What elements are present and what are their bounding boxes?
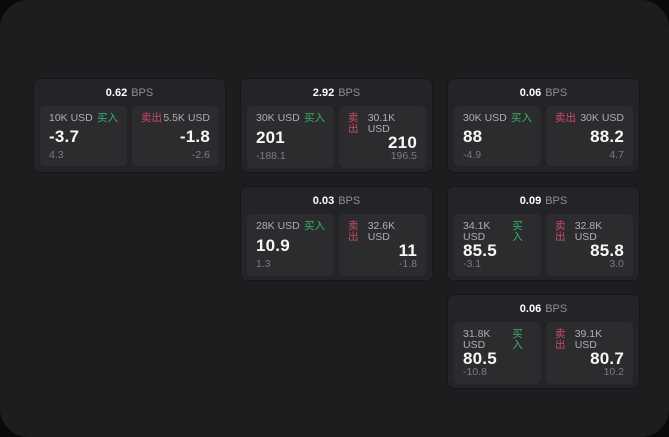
bps-unit: BPS [545,194,568,207]
panels-row: 10K USD 买入 -3.7 4.3 卖出 5.5K USD -1.8 -2.… [34,106,225,172]
sell-notional: 32.8K USD [574,220,603,243]
sell-label: 卖出 [555,328,566,351]
buy-notional: 28K USD [256,220,300,232]
sell-notional: 30K USD [580,112,624,124]
sell-tile[interactable]: 卖出 32.6K USD 11 -1.8 [339,214,426,276]
buy-price: 80.5 [463,349,497,368]
buy-label: 买入 [512,220,523,243]
bps-value: 0.06 [519,302,542,315]
bps-unit: BPS [131,86,154,99]
card-header: 0.09 BPS [448,187,639,214]
card-header: 0.62 BPS [34,79,225,106]
buy-tile[interactable]: 31.8K USD 买入 80.5 -10.8 [454,322,541,384]
buy-label: 买入 [304,112,325,124]
sell-price: 210 [388,133,417,152]
card-header: 0.03 BPS [241,187,432,214]
buy-notional: 30K USD [256,112,300,124]
bps-unit: BPS [545,302,568,315]
sell-tile[interactable]: 卖出 30K USD 88.2 4.7 [546,106,633,166]
bps-value: 0.62 [105,86,128,99]
sell-price: 85.8 [590,241,624,260]
bps-value: 2.92 [312,86,335,99]
buy-tile[interactable]: 10K USD 买入 -3.7 4.3 [40,106,127,166]
quote-card: 0.09 BPS 34.1K USD 买入 85.5 -3.1 卖出 [447,186,640,281]
sell-label: 卖出 [348,220,359,243]
buy-delta: 1.3 [256,258,271,270]
bps-value: 0.09 [519,194,542,207]
sell-notional: 5.5K USD [163,112,210,124]
sell-delta: -1.8 [398,258,417,270]
buy-price: -3.7 [49,127,80,146]
sell-delta: 196.5 [390,150,417,162]
sell-delta: 4.7 [609,148,624,161]
sell-notional: 30.1K USD [367,112,396,135]
panels-row: 34.1K USD 买入 85.5 -3.1 卖出 32.8K USD 85.8… [448,214,639,280]
sell-label: 卖出 [348,112,359,135]
sell-notional: 39.1K USD [574,328,603,351]
panels-row: 30K USD 买入 201 -188.1 卖出 30.1K USD 210 1… [241,106,432,172]
card-header: 2.92 BPS [241,79,432,106]
sell-price: 11 [398,241,417,260]
quote-card: 0.06 BPS 31.8K USD 买入 80.5 -10.8 卖 [447,294,640,389]
sell-price: 88.2 [590,127,624,146]
buy-delta: 4.3 [49,148,64,161]
buy-delta: -10.8 [463,366,487,378]
buy-tile[interactable]: 34.1K USD 买入 85.5 -3.1 [454,214,541,276]
buy-delta: -188.1 [256,150,286,162]
buy-label: 买入 [511,112,532,124]
card-header: 0.06 BPS [448,295,639,322]
buy-tile[interactable]: 30K USD 买入 201 -188.1 [247,106,334,168]
sell-delta: -2.6 [191,148,210,161]
sell-tile[interactable]: 卖出 39.1K USD 80.7 10.2 [546,322,633,384]
quote-board: 0.62 BPS 10K USD 买入 -3.7 4.3 卖出 [33,78,640,389]
sell-tile[interactable]: 卖出 32.8K USD 85.8 3.0 [546,214,633,276]
buy-tile[interactable]: 30K USD 买入 88 -4.9 [454,106,541,166]
buy-label: 买入 [304,220,325,232]
panels-row: 28K USD 买入 10.9 1.3 卖出 32.6K USD 11 -1.8 [241,214,432,280]
buy-notional: 30K USD [463,112,507,124]
buy-notional: 10K USD [49,112,93,124]
buy-delta: -4.9 [463,148,482,161]
buy-price: 201 [256,127,285,147]
sell-label: 卖出 [141,112,162,124]
bps-unit: BPS [338,86,361,99]
buy-notional: 31.8K USD [463,328,491,351]
sell-label: 卖出 [555,112,576,124]
sell-price: -1.8 [179,127,210,146]
quote-card: 2.92 BPS 30K USD 买入 201 -188.1 卖出 [240,78,433,173]
quote-card: 0.62 BPS 10K USD 买入 -3.7 4.3 卖出 [33,78,226,173]
sell-price: 80.7 [590,349,624,368]
quote-card: 0.03 BPS 28K USD 买入 10.9 1.3 卖出 [240,186,433,281]
sell-label: 卖出 [555,220,566,243]
sell-delta: 10.2 [603,366,624,378]
sell-notional: 32.6K USD [367,220,396,243]
buy-price: 88 [463,127,483,146]
sell-tile[interactable]: 卖出 5.5K USD -1.8 -2.6 [132,106,219,166]
buy-tile[interactable]: 28K USD 买入 10.9 1.3 [247,214,334,276]
buy-delta: -3.1 [463,258,482,270]
buy-label: 买入 [97,112,118,124]
panels-row: 31.8K USD 买入 80.5 -10.8 卖出 39.1K USD 80.… [448,322,639,388]
bps-unit: BPS [545,86,568,99]
sell-tile[interactable]: 卖出 30.1K USD 210 196.5 [339,106,426,168]
bps-value: 0.06 [519,86,542,99]
buy-price: 10.9 [256,235,290,255]
card-header: 0.06 BPS [448,79,639,106]
bps-unit: BPS [338,194,361,207]
sell-delta: 3.0 [609,258,624,270]
buy-price: 85.5 [463,241,497,260]
buy-notional: 34.1K USD [463,220,491,243]
bps-value: 0.03 [312,194,335,207]
quote-card: 0.06 BPS 30K USD 买入 88 -4.9 卖出 [447,78,640,173]
buy-label: 买入 [512,328,523,351]
panels-row: 30K USD 买入 88 -4.9 卖出 30K USD 88.2 4.7 [448,106,639,172]
